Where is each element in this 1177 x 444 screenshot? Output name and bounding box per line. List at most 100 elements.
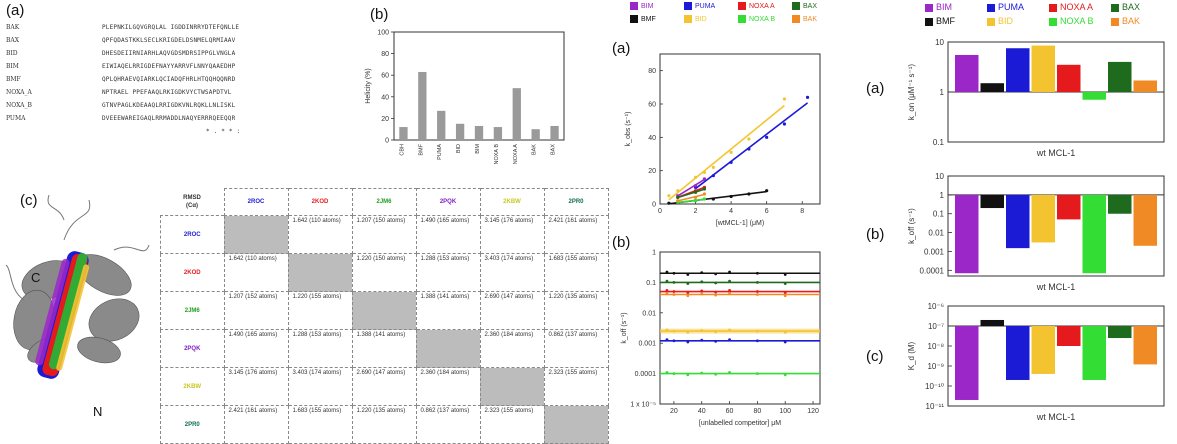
- rmsd-cell: 2.323 (155 atoms): [479, 405, 545, 444]
- data-point: [672, 372, 676, 375]
- rmsd-cell: 1.220 (150 atoms): [351, 253, 417, 292]
- rmsd-cell: 1.642 (110 atoms): [287, 215, 353, 254]
- data-point: [702, 192, 707, 196]
- data-point: [676, 195, 680, 199]
- rmsd-cell: 1.683 (155 atoms): [543, 253, 609, 292]
- data-point: [686, 294, 690, 298]
- y-tick-label: 10: [935, 172, 944, 181]
- plot-frame: [947, 305, 1165, 407]
- right-panel-label-a: (a): [866, 80, 885, 97]
- data-point: [714, 281, 718, 285]
- rmsd-column-header: 2KOD: [287, 188, 353, 216]
- data-point: [783, 330, 787, 334]
- data-point: [700, 271, 704, 275]
- sequence-text: PLEPNKILGQVGRQLAL IGDDINRRYDTEFQNLLE: [102, 24, 240, 31]
- legend-swatch: [987, 17, 995, 26]
- data-point: [714, 372, 718, 376]
- data-point: [702, 177, 707, 181]
- plot-frame: [659, 251, 821, 405]
- x-tick-label: 80: [753, 408, 761, 415]
- consensus-line: * . * * :: [206, 128, 241, 135]
- x-category-label: CBH: [399, 144, 405, 156]
- value-bar: [1031, 45, 1055, 92]
- x-category-label: BID: [456, 144, 462, 153]
- rmsd-diagonal-cell: [287, 253, 353, 292]
- legend-swatch: [684, 15, 692, 23]
- data-point: [693, 199, 698, 203]
- data-point: [755, 339, 759, 343]
- value-bar: [980, 83, 1004, 92]
- y-tick-label: 1 x 10⁻⁵: [630, 402, 656, 409]
- right-panel-label-c: (c): [866, 348, 884, 365]
- data-point: [728, 291, 731, 295]
- x-tick-label: 40: [698, 408, 706, 415]
- middle-legend: BIM PUMA NOXA A BAX BMF BID NOXA B BAK: [630, 2, 850, 30]
- y-tick-label: 0.0001: [635, 371, 657, 378]
- data-point: [714, 290, 718, 294]
- value-bar: [980, 194, 1004, 209]
- rmsd-row-header: 2PR0: [160, 405, 225, 444]
- rmsd-cell: 2.323 (155 atoms): [543, 367, 609, 406]
- data-point: [700, 292, 704, 296]
- y-tick-label: 10⁻⁹: [927, 362, 944, 371]
- legend-label: PUMA: [998, 2, 1025, 12]
- legend-swatch: [630, 15, 638, 23]
- legend-entry: BID: [684, 15, 707, 23]
- legend-swatch: [1049, 3, 1057, 12]
- right-panel-label-b: (b): [866, 226, 885, 243]
- helicity-bar: [437, 110, 446, 140]
- value-bar: [1006, 326, 1030, 380]
- value-bar: [1082, 194, 1106, 274]
- legend-label: BIM: [641, 2, 654, 10]
- legend-label: BAX: [803, 2, 818, 10]
- legend-entry: BAK: [792, 15, 817, 23]
- data-point: [667, 201, 671, 205]
- kd-bar-chart: 10⁻⁶ 10⁻⁷ 10⁻⁸ 10⁻⁹ 10⁻¹⁰ 10⁻¹¹ K_d (M) wt MCL-…: [907, 302, 1165, 422]
- rmsd-cell: 1.220 (135 atoms): [351, 405, 417, 444]
- data-point: [686, 282, 690, 285]
- data-point: [805, 95, 810, 99]
- value-bar: [955, 326, 979, 400]
- data-point: [693, 184, 698, 188]
- legend-label: PUMA: [695, 2, 716, 10]
- rmsd-cell: 1.207 (150 atoms): [351, 215, 417, 254]
- value-bar: [1108, 194, 1132, 214]
- legend-swatch: [738, 2, 746, 10]
- x-tick-label: 2: [694, 208, 698, 215]
- data-point: [714, 339, 718, 343]
- value-bar: [1057, 64, 1081, 92]
- rmsd-column-header: 2PQK: [415, 188, 481, 216]
- rmsd-cell: 1.207 (152 atoms): [223, 291, 289, 330]
- data-point: [728, 270, 731, 274]
- fit-line: [668, 104, 785, 201]
- rmsd-cell: 2.690 (147 atoms): [351, 367, 417, 406]
- panel-label-c: (c): [20, 192, 38, 209]
- y-tick-label: 10: [935, 38, 944, 47]
- helicity-bar: [512, 88, 521, 140]
- kon-bar-chart: 10 1 0.1 k_on (μM⁻¹ s⁻¹) wt MCL-1: [907, 38, 1165, 158]
- c-terminus-label: C: [31, 270, 41, 285]
- rmsd-cell: 1.220 (135 atoms): [543, 291, 609, 330]
- data-point: [783, 340, 787, 344]
- right-legend: BIM PUMA NOXA A BAX BMF BID NOXA B BAK: [925, 2, 1175, 32]
- rmsd-row: 2KOD 1.642 (110 atoms) 1.220 (150 atoms) 1.…: [160, 253, 609, 292]
- rmsd-column-header: 2PR0: [543, 188, 609, 216]
- legend-entry: PUMA: [684, 2, 715, 10]
- data-point: [693, 175, 698, 179]
- x-axis-label: wt MCL-1: [1036, 148, 1076, 158]
- data-point: [672, 329, 676, 333]
- rmsd-row: 2PR0 2.421 (161 atoms) 1.683 (155 atoms) 1.…: [160, 405, 609, 444]
- data-point: [693, 190, 698, 194]
- helicity-bar: [455, 123, 465, 140]
- x-category-label: PUMA: [437, 144, 443, 160]
- x-tick-label: 60: [726, 408, 734, 415]
- y-axis-label: Helicity (%): [365, 68, 372, 103]
- x-tick-label: 120: [807, 408, 819, 415]
- value-bar: [955, 194, 979, 274]
- legend-label: BID: [998, 16, 1014, 26]
- rmsd-cell: 1.288 (153 atoms): [415, 253, 481, 292]
- legend-entry: BIM: [630, 2, 653, 10]
- x-axis-label: wt MCL-1: [1036, 412, 1076, 422]
- y-tick-label: 1: [940, 88, 945, 97]
- data-point: [686, 373, 690, 377]
